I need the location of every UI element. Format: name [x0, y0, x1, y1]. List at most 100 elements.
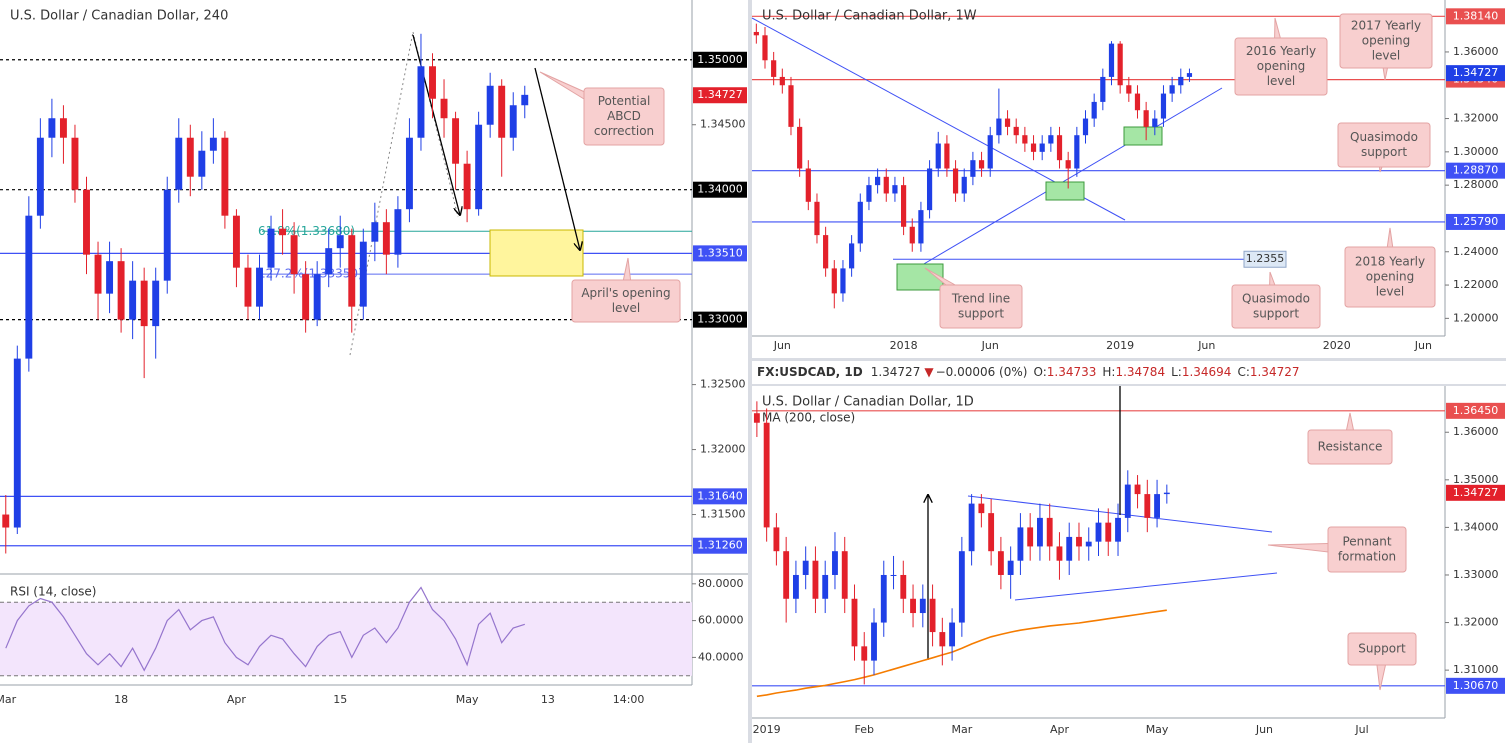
candle-body: [909, 226, 915, 244]
callout-text: Trend line: [951, 292, 1010, 306]
candle-body: [875, 176, 881, 186]
price-label-box: [693, 311, 747, 328]
x-tick-label: 2019: [1106, 339, 1134, 352]
drawing: [534, 67, 580, 250]
price-label: 1.34727: [1453, 66, 1499, 79]
callout-text: formation: [1338, 550, 1396, 564]
candle-body: [1076, 536, 1082, 547]
callout-cover: [1233, 286, 1319, 327]
candle-body: [440, 98, 448, 119]
candle-body: [209, 137, 217, 151]
candle-body: [1108, 43, 1115, 77]
candle-body: [1091, 101, 1097, 119]
level-tag: [1243, 250, 1287, 268]
candle-body: [883, 176, 889, 194]
indicator-label: RSI (14, close): [10, 585, 96, 599]
candle-body: [1065, 160, 1071, 169]
candle-body: [929, 598, 936, 633]
candle-body: [1004, 118, 1011, 127]
candle-body: [1095, 522, 1102, 542]
ohlc-key: O:: [1033, 365, 1046, 379]
candle-body: [1115, 517, 1121, 542]
candle-body: [823, 235, 829, 269]
rsi-line: [5, 586, 525, 672]
candle-body: [359, 241, 367, 307]
x-tick-label: 18: [114, 693, 128, 706]
candle-body: [812, 560, 819, 599]
price-label: 1.28870: [1453, 164, 1499, 177]
callout-text: Quasimodo: [1350, 130, 1418, 144]
candle-body: [1100, 76, 1106, 102]
callout-text: Pennant: [1342, 535, 1391, 549]
price-label-box: [1446, 65, 1505, 82]
candle-body: [788, 85, 794, 127]
info-line: FX:USDCAD, 1D 1.34727 ▼ −0.00006 (0%) O:1.34…: [757, 365, 1299, 379]
candle-body: [1178, 76, 1184, 86]
x-tick-label: 2018: [890, 339, 918, 352]
x-tick-label: Jun: [1255, 723, 1273, 736]
candle-body: [919, 598, 926, 614]
ohlc-value: 1.34784: [1115, 365, 1165, 379]
candle-body: [1082, 118, 1089, 136]
price-label-box: [1446, 484, 1505, 501]
candle-body: [25, 215, 33, 359]
candle-body: [1163, 492, 1170, 495]
candle-body: [429, 66, 436, 99]
candle-body: [475, 124, 483, 210]
x-tick-label: Jun: [1414, 339, 1432, 352]
candle-body: [59, 118, 67, 138]
y-tick-label: 1.32500: [700, 378, 746, 391]
price-label: 1.34727: [1453, 486, 1499, 499]
x-tick-label: 14:00: [613, 693, 645, 706]
candle-body: [1154, 494, 1160, 518]
price-label: 1.34727: [697, 88, 743, 101]
candle-body: [1066, 536, 1073, 561]
candle-body: [822, 574, 829, 599]
y-tick-label: 1.34500: [700, 118, 746, 131]
candle-body: [394, 209, 402, 255]
y-tick-label: 80.0000: [698, 577, 744, 590]
y-tick-label: 60.0000: [698, 614, 744, 627]
x-tick-label: Jun: [981, 339, 999, 352]
drawing: [1014, 572, 1278, 601]
y-tick-label: 1.24000: [1453, 245, 1499, 258]
change-arrow: ▼: [924, 365, 934, 379]
candle-body: [267, 228, 275, 268]
candle-body: [1160, 93, 1167, 119]
candle-body: [1169, 85, 1175, 94]
x-tick-label: 15: [333, 693, 347, 706]
candle-body: [783, 551, 790, 599]
candle-body: [1186, 73, 1193, 77]
candle-body: [244, 267, 252, 307]
candle-body: [1056, 546, 1063, 561]
drawing: [489, 229, 584, 277]
candle-body: [221, 137, 229, 216]
candle-body: [1022, 135, 1028, 144]
candle-body: [106, 261, 114, 294]
candle-body: [840, 268, 846, 294]
y-tick-label: 1.31500: [700, 508, 746, 521]
callout-text: 2018 Yearly: [1355, 255, 1425, 269]
candle-body: [849, 243, 855, 269]
candle-body: [926, 168, 933, 211]
candle-body: [890, 574, 897, 576]
callout-text: support: [1361, 145, 1407, 159]
candle-body: [1007, 560, 1014, 575]
callout-text: correction: [594, 124, 654, 138]
candle-body: [900, 574, 907, 599]
candle-body: [952, 168, 959, 194]
price-label-box: [693, 51, 747, 68]
callout-text: opening: [1257, 59, 1306, 73]
candle-body: [832, 551, 838, 575]
candle-body: [861, 646, 868, 661]
y-tick-label: 1.22000: [1453, 278, 1499, 291]
x-tick-label: Apr: [227, 693, 247, 706]
candle-body: [152, 280, 160, 327]
callout-text: Potential: [598, 94, 651, 108]
candle-body: [117, 261, 125, 320]
callout-text: 2017 Yearly: [1351, 19, 1421, 33]
price-label-box: [1446, 677, 1505, 694]
candle-body: [348, 235, 356, 307]
candle-body: [753, 413, 760, 423]
